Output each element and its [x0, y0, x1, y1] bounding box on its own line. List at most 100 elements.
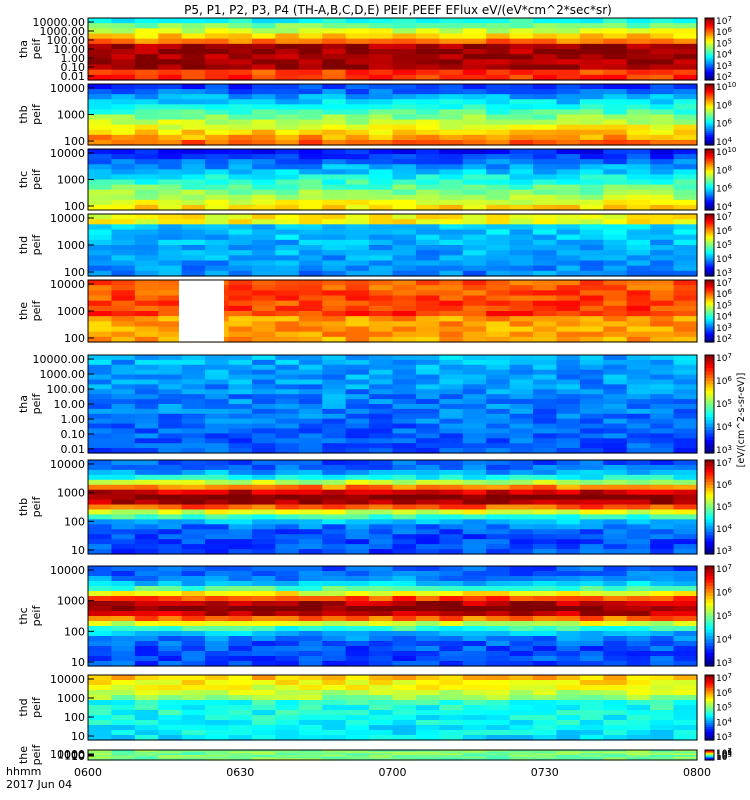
heatmap-cell — [556, 504, 581, 511]
colorbar-segment — [705, 463, 714, 467]
heatmap-cell — [673, 428, 698, 434]
heatmap-cell — [509, 214, 534, 220]
heatmap-cell — [439, 245, 464, 251]
heatmap-cell — [486, 646, 511, 652]
heatmap-cell — [603, 321, 628, 328]
heatmap-cell — [158, 725, 183, 731]
heatmap-cell — [251, 566, 276, 572]
heatmap-cell — [650, 174, 675, 181]
heatmap-cell — [298, 646, 323, 652]
colorbar-segment — [705, 485, 714, 489]
heatmap-cell — [228, 443, 253, 449]
heatmap-cell — [439, 680, 464, 686]
heatmap-cell — [673, 695, 698, 701]
heatmap-cell — [650, 255, 675, 262]
heatmap-cell — [462, 484, 487, 491]
heatmap-cell — [392, 720, 417, 726]
heatmap-cell — [486, 539, 511, 545]
heatmap-cell — [205, 199, 230, 206]
heatmap-cell — [556, 394, 581, 400]
heatmap-cell — [158, 576, 183, 582]
heatmap-cell — [275, 364, 300, 371]
heatmap-cell — [205, 504, 230, 511]
heatmap-cell — [509, 300, 534, 307]
heatmap-cell — [322, 489, 347, 496]
heatmap-cell — [650, 139, 675, 146]
heatmap-cell — [415, 129, 440, 136]
heatmap-cell — [134, 374, 159, 381]
heatmap-cell — [650, 99, 675, 105]
heatmap-cell — [181, 611, 206, 617]
heatmap-cell — [134, 675, 159, 681]
heatmap-cell — [158, 534, 183, 540]
heatmap-cell — [369, 566, 394, 572]
heatmap-cell — [134, 710, 159, 716]
heatmap-cell — [603, 43, 628, 50]
heatmap-cell — [134, 199, 159, 206]
colorbar-segment — [705, 488, 714, 492]
heatmap-cell — [228, 204, 253, 211]
heatmap-cell — [275, 124, 300, 131]
heatmap-cell — [533, 124, 558, 131]
heatmap-cell — [369, 114, 394, 121]
heatmap-cell — [322, 661, 347, 667]
heatmap-cell — [392, 680, 417, 686]
heatmap-cell — [486, 359, 511, 366]
heatmap-cell — [439, 606, 464, 612]
heatmap-cell — [486, 685, 511, 691]
heatmap-cell — [322, 720, 347, 726]
colorbar-segment — [705, 46, 714, 50]
heatmap-cell — [415, 250, 440, 256]
heatmap-cell — [579, 94, 604, 100]
heatmap-cell — [579, 499, 604, 506]
heatmap-cell — [275, 159, 300, 165]
heatmap-cell — [275, 534, 300, 540]
heatmap-cell — [556, 369, 581, 376]
heatmap-cell — [626, 705, 651, 711]
heatmap-cell — [415, 295, 440, 302]
colorbar-segment — [705, 61, 714, 65]
heatmap-cell — [462, 321, 487, 328]
heatmap-cell — [579, 720, 604, 726]
heatmap-cell — [369, 164, 394, 170]
heatmap-cell — [626, 413, 651, 420]
heatmap-cell — [298, 290, 323, 297]
heatmap-cell — [158, 69, 183, 76]
heatmap-cell — [205, 720, 230, 726]
heatmap-cell — [298, 114, 323, 121]
colorbar-segment — [705, 255, 714, 258]
heatmap-cell — [392, 710, 417, 716]
heatmap-cell — [251, 524, 276, 530]
heatmap-cell — [205, 413, 230, 420]
heatmap-cell — [205, 104, 230, 111]
heatmap-cell — [415, 710, 440, 716]
heatmap-cell — [533, 700, 558, 706]
heatmap-cell — [533, 675, 558, 681]
heatmap-cell — [322, 469, 347, 476]
colorbar-tick-label: 103 — [716, 322, 732, 334]
heatmap-cell — [275, 433, 300, 439]
heatmap-cell — [298, 489, 323, 496]
heatmap-cell — [486, 255, 511, 262]
heatmap-cell — [88, 499, 113, 506]
heatmap-cell — [322, 336, 347, 343]
heatmap-cell — [579, 534, 604, 540]
colorbar-segment — [705, 331, 714, 335]
heatmap-cell — [345, 139, 370, 146]
heatmap-cell — [88, 331, 113, 338]
heatmap-cell — [533, 265, 558, 272]
heatmap-cell — [556, 379, 581, 385]
heatmap-cell — [556, 408, 581, 415]
heatmap-cell — [298, 408, 323, 415]
heatmap-cell — [345, 418, 370, 425]
heatmap-cell — [111, 750, 136, 753]
heatmap-cell — [486, 469, 511, 476]
heatmap-cell — [415, 544, 440, 550]
heatmap-cell — [88, 245, 113, 251]
heatmap-cell — [603, 285, 628, 291]
colorbar-frame — [704, 674, 715, 741]
heatmap-cell — [650, 154, 675, 160]
heatmap-cell — [345, 529, 370, 535]
heatmap-cell — [251, 326, 276, 333]
heatmap-cell — [251, 250, 276, 256]
